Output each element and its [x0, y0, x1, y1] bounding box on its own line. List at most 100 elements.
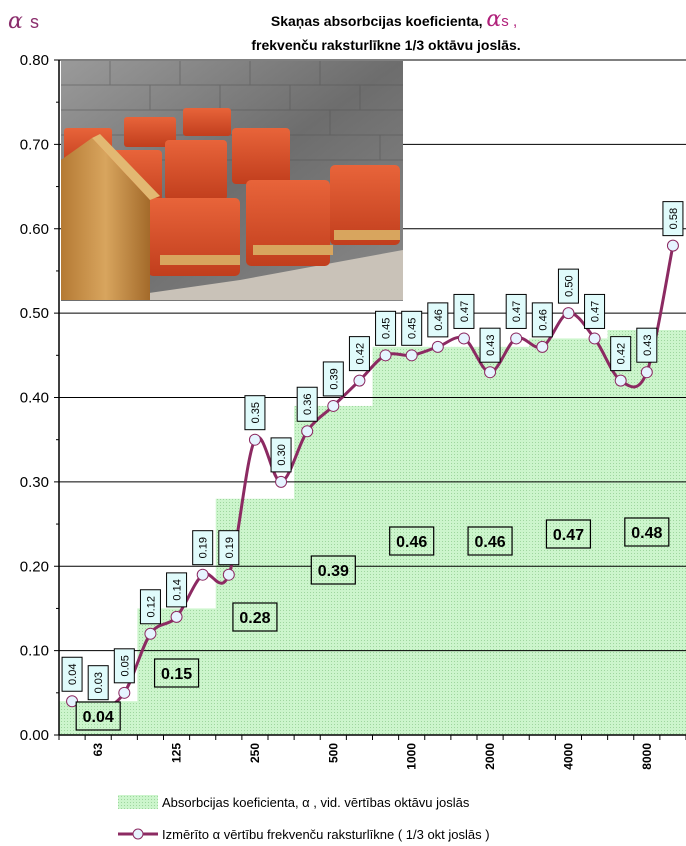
- label-text: 0.05: [119, 655, 131, 676]
- label-box: [401, 310, 423, 346]
- chart-title-line2: frekvenču raksturlīkne 1/3 oktāvu joslās…: [251, 37, 520, 53]
- label-text: 0.46: [537, 309, 549, 330]
- legend-bar-label: Absorbcijas koeficienta, α , vid. vērtīb…: [162, 795, 470, 810]
- octave-label-box: [467, 526, 513, 556]
- third-octave-point: [666, 239, 679, 252]
- axes: [58, 60, 686, 740]
- third-octave-label: 0.43: [479, 327, 501, 363]
- y-tick-label: 0.80: [20, 52, 49, 69]
- octave-label-text: 0.46: [474, 534, 505, 551]
- third-octave-point: [275, 475, 288, 488]
- label-box: [218, 530, 240, 566]
- third-octave-label: 0.43: [636, 327, 658, 363]
- label-box: [479, 327, 501, 363]
- y-tick-label: 0.40: [20, 390, 49, 407]
- octave-label-box: [389, 526, 435, 556]
- label-text: 0.58: [668, 208, 680, 229]
- x-axis-tick-labels: 63 125 250 500 1000 2000 4000 8000: [91, 743, 654, 770]
- octave-label-text: 0.47: [553, 527, 584, 544]
- label-text: 0.39: [328, 368, 340, 389]
- label-text: 0.45: [407, 318, 419, 339]
- octave-value-label: 0.28: [232, 602, 278, 632]
- octave-value-label: 0.39: [310, 555, 356, 585]
- label-box: [505, 293, 527, 329]
- third-octave-label: 0.03: [87, 665, 109, 701]
- y-tick-label: 0.00: [20, 727, 49, 744]
- label-text: 0.46: [433, 309, 445, 330]
- third-octave-label: 0.47: [453, 293, 475, 329]
- third-octave-point: [484, 366, 497, 379]
- x-tick-label: 2000: [483, 743, 497, 770]
- chart-title-alpha-sub: s ,: [501, 13, 517, 30]
- y-axis-alpha-symbol: α: [8, 9, 23, 34]
- third-octave-point: [170, 610, 183, 623]
- octave-bars: [59, 330, 686, 735]
- y-tick-label: 0.10: [20, 643, 49, 660]
- x-tick-label: 500: [326, 743, 340, 763]
- y-tick-label: 0.70: [20, 136, 49, 153]
- label-text: 0.45: [381, 318, 393, 339]
- octave-value-label: 0.46: [467, 526, 513, 556]
- third-octave-point: [379, 349, 392, 362]
- octave-label-box: [75, 701, 121, 731]
- label-text: 0.36: [302, 394, 314, 415]
- label-box: [453, 293, 475, 329]
- x-tick-label: 1000: [405, 743, 419, 770]
- third-octave-label: 0.04: [61, 656, 83, 692]
- octave-value-label: 0.46: [389, 526, 435, 556]
- third-octave-label: 0.58: [662, 201, 684, 237]
- third-octave-point: [66, 695, 79, 708]
- octave-label-box: [232, 602, 278, 632]
- label-box: [662, 201, 684, 237]
- third-octave-point: [248, 433, 261, 446]
- octave-label-box: [310, 555, 356, 585]
- third-octave-point: [353, 374, 366, 387]
- label-text: 0.43: [642, 334, 654, 355]
- octave-label-box: [545, 519, 592, 549]
- third-octave-point: [222, 568, 235, 581]
- third-octave-label: 0.42: [610, 336, 632, 372]
- third-octave-point: [405, 349, 418, 362]
- third-octave-point: [431, 340, 444, 353]
- label-box: [113, 648, 135, 684]
- y-axis-alpha-subscript: s: [30, 12, 39, 32]
- legend: Absorbcijas koeficienta, α , vid. vērtīb…: [118, 795, 490, 842]
- x-tick-label: 125: [170, 743, 184, 763]
- third-octave-curve: [66, 239, 679, 716]
- label-box: [610, 336, 632, 372]
- third-octave-point: [327, 399, 340, 412]
- y-tick-label: 0.50: [20, 305, 49, 322]
- third-octave-point: [588, 332, 601, 345]
- third-octave-label: 0.45: [401, 310, 423, 346]
- third-octave-label: 0.50: [557, 268, 579, 304]
- label-box: [192, 530, 214, 566]
- octave-label-text: 0.28: [239, 610, 270, 627]
- label-box: [270, 437, 292, 473]
- label-box: [348, 336, 370, 372]
- label-text: 0.47: [590, 301, 602, 322]
- octave-label-text: 0.46: [396, 534, 427, 551]
- third-octave-point: [301, 425, 314, 438]
- chart-title-line1: Skaņas absorbcijas koeficienta, αs ,: [271, 7, 517, 32]
- label-text: 0.30: [276, 444, 288, 465]
- label-text: 0.42: [616, 343, 628, 364]
- label-box: [87, 665, 109, 701]
- third-octave-point: [196, 568, 209, 581]
- third-octave-label: 0.47: [584, 293, 606, 329]
- chart-title-alpha: α: [486, 7, 501, 32]
- octave-label-text: 0.15: [161, 666, 192, 683]
- label-text: 0.03: [93, 672, 105, 693]
- label-text: 0.19: [198, 537, 210, 558]
- label-box: [296, 386, 318, 422]
- third-octave-label: 0.19: [218, 530, 240, 566]
- label-text: 0.50: [563, 275, 575, 296]
- legend-line-label: Izmērīto α vērtību frekvenču raksturlīkn…: [162, 827, 490, 842]
- legend-line-marker: [132, 828, 144, 840]
- label-box: [375, 310, 397, 346]
- third-octave-label: 0.46: [531, 302, 553, 338]
- third-octave-label: 0.42: [348, 336, 370, 372]
- label-text: 0.04: [67, 664, 79, 685]
- third-octave-point: [118, 686, 131, 699]
- label-text: 0.19: [224, 537, 236, 558]
